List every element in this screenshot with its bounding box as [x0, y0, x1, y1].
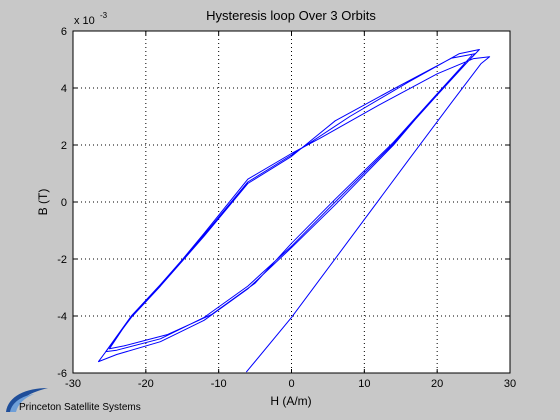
y-axis-label: B (T) [36, 189, 50, 216]
y-tick-label: -4 [57, 311, 67, 323]
logo-text: Princeton Satellite Systems [19, 402, 141, 413]
y-multiplier-exponent: -3 [100, 11, 108, 20]
y-tick-label: -6 [57, 368, 67, 380]
logo-swoosh-accent-icon [10, 394, 34, 412]
grid-lines [73, 31, 510, 373]
y-tick-label: 6 [61, 26, 67, 38]
series-layer [98, 49, 491, 373]
x-tick-label: 30 [504, 378, 516, 390]
x-tick-label: 10 [358, 378, 370, 390]
y-tick-label: 0 [61, 197, 67, 209]
y-multiplier-base: x 10 [74, 15, 95, 27]
plot-area [72, 30, 511, 374]
y-tick-label: -2 [57, 254, 67, 266]
x-tick-label: 0 [288, 378, 294, 390]
y-tick-label: 4 [61, 83, 67, 95]
axes-frame [72, 30, 511, 374]
y-tick-label: 2 [61, 140, 67, 152]
chart-title: Hysteresis loop Over 3 Orbits [206, 8, 376, 23]
x-tick-label: 20 [431, 378, 443, 390]
hysteresis-series-line [98, 49, 491, 373]
x-tick-label: -10 [211, 378, 227, 390]
x-axis-label: H (A/m) [270, 394, 311, 408]
x-tick-label: -20 [138, 378, 154, 390]
y-multiplier: x 10 -3 [74, 11, 108, 27]
x-tick-label: -30 [65, 378, 81, 390]
princeton-logo: Princeton Satellite Systems [6, 388, 141, 413]
